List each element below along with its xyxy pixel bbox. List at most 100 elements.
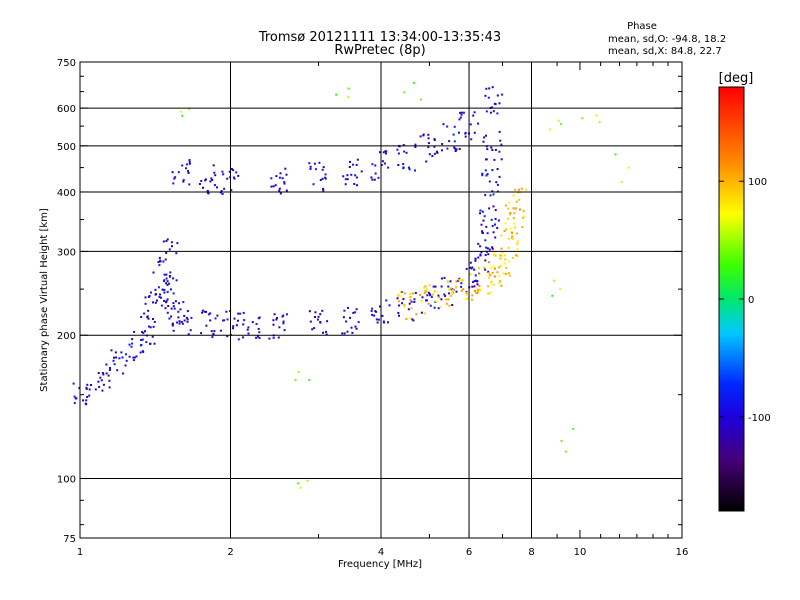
echo-point — [317, 315, 320, 318]
echo-point — [454, 147, 457, 150]
echo-point — [163, 273, 166, 276]
echo-point — [169, 288, 172, 291]
echo-point — [232, 327, 234, 330]
echo-point — [516, 242, 519, 245]
echo-point — [258, 337, 261, 339]
echo-point — [186, 163, 189, 166]
echo-point — [178, 302, 180, 305]
echo-point — [370, 176, 373, 179]
echo-point — [371, 313, 374, 316]
echo-point — [484, 169, 487, 172]
echo-point — [343, 332, 346, 335]
echo-point — [477, 242, 480, 245]
echo-point — [200, 180, 203, 182]
echo-point — [472, 114, 475, 117]
echo-point — [460, 113, 463, 116]
echo-point — [146, 315, 149, 318]
echo-point — [101, 389, 104, 392]
echo-point — [382, 151, 385, 154]
echo-point — [414, 169, 416, 172]
echo-point — [397, 164, 400, 166]
echo-point — [108, 379, 111, 382]
echo-point — [187, 172, 190, 174]
echo-point — [508, 260, 511, 263]
echo-point — [319, 179, 322, 181]
echo-point — [113, 356, 115, 359]
echo-point — [510, 236, 513, 239]
echo-point — [453, 146, 456, 149]
echo-point — [172, 305, 175, 308]
echo-point — [375, 318, 378, 321]
echo-point — [441, 143, 444, 145]
echo-point — [445, 302, 448, 305]
echo-point — [487, 276, 490, 279]
echo-point — [473, 111, 476, 114]
echo-point — [504, 266, 507, 269]
echo-point — [481, 174, 484, 177]
echo-point — [177, 310, 180, 313]
echo-point — [189, 329, 192, 332]
echo-point — [207, 192, 210, 195]
echo-point — [501, 251, 504, 254]
echo-point — [120, 351, 123, 354]
echo-point — [341, 332, 344, 335]
echo-point — [522, 216, 525, 219]
echo-point — [516, 248, 519, 250]
echo-point — [480, 251, 483, 254]
echo-point — [360, 170, 363, 173]
echo-point — [278, 187, 281, 190]
echo-point — [347, 306, 349, 309]
echo-point — [130, 345, 133, 348]
echo-point — [165, 252, 168, 254]
echo-point — [232, 325, 235, 328]
echo-point — [232, 176, 235, 179]
echo-point — [171, 323, 174, 326]
echo-point — [491, 106, 493, 109]
echo-point — [413, 301, 416, 303]
echo-point — [171, 324, 174, 327]
echo-point — [484, 158, 487, 161]
echo-point — [492, 110, 495, 113]
echo-point — [515, 254, 518, 257]
echo-point — [343, 309, 346, 312]
echo-point — [511, 231, 513, 234]
echo-point — [283, 182, 286, 185]
colorbar: 100 0 -100 — [718, 86, 771, 512]
echo-point — [257, 317, 260, 320]
echo-point — [131, 342, 134, 345]
echo-point — [177, 171, 180, 174]
echo-point — [279, 172, 282, 175]
echo-point — [414, 292, 417, 294]
echo-point — [516, 255, 519, 258]
echo-point — [402, 144, 405, 147]
phase-stats-o: mean, sd,O: -94.8, 18.2 — [608, 34, 726, 45]
echo-point — [425, 290, 428, 293]
echo-point — [210, 330, 213, 333]
echo-point — [140, 344, 143, 347]
echo-point — [485, 110, 488, 113]
echo-point — [522, 210, 525, 213]
echo-point — [520, 187, 523, 190]
echo-point — [348, 166, 351, 168]
echo-point — [470, 138, 473, 141]
echo-point — [465, 267, 468, 270]
echo-point — [513, 226, 516, 229]
echo-point — [410, 307, 413, 310]
echo-point — [475, 291, 478, 294]
echo-point — [183, 319, 186, 322]
echo-point — [182, 301, 185, 304]
echo-point — [354, 325, 357, 328]
echo-point — [401, 302, 404, 305]
echo-point — [85, 387, 88, 390]
echo-point — [165, 273, 168, 276]
echo-point — [427, 146, 430, 149]
echo-point — [397, 311, 400, 314]
echo-point — [461, 279, 464, 282]
echo-point — [171, 245, 173, 248]
echo-point — [484, 268, 487, 271]
echo-point — [154, 301, 157, 304]
echo-point — [148, 295, 151, 297]
echo-point — [564, 450, 567, 453]
echo-point — [155, 293, 157, 296]
echo-point — [306, 479, 309, 482]
